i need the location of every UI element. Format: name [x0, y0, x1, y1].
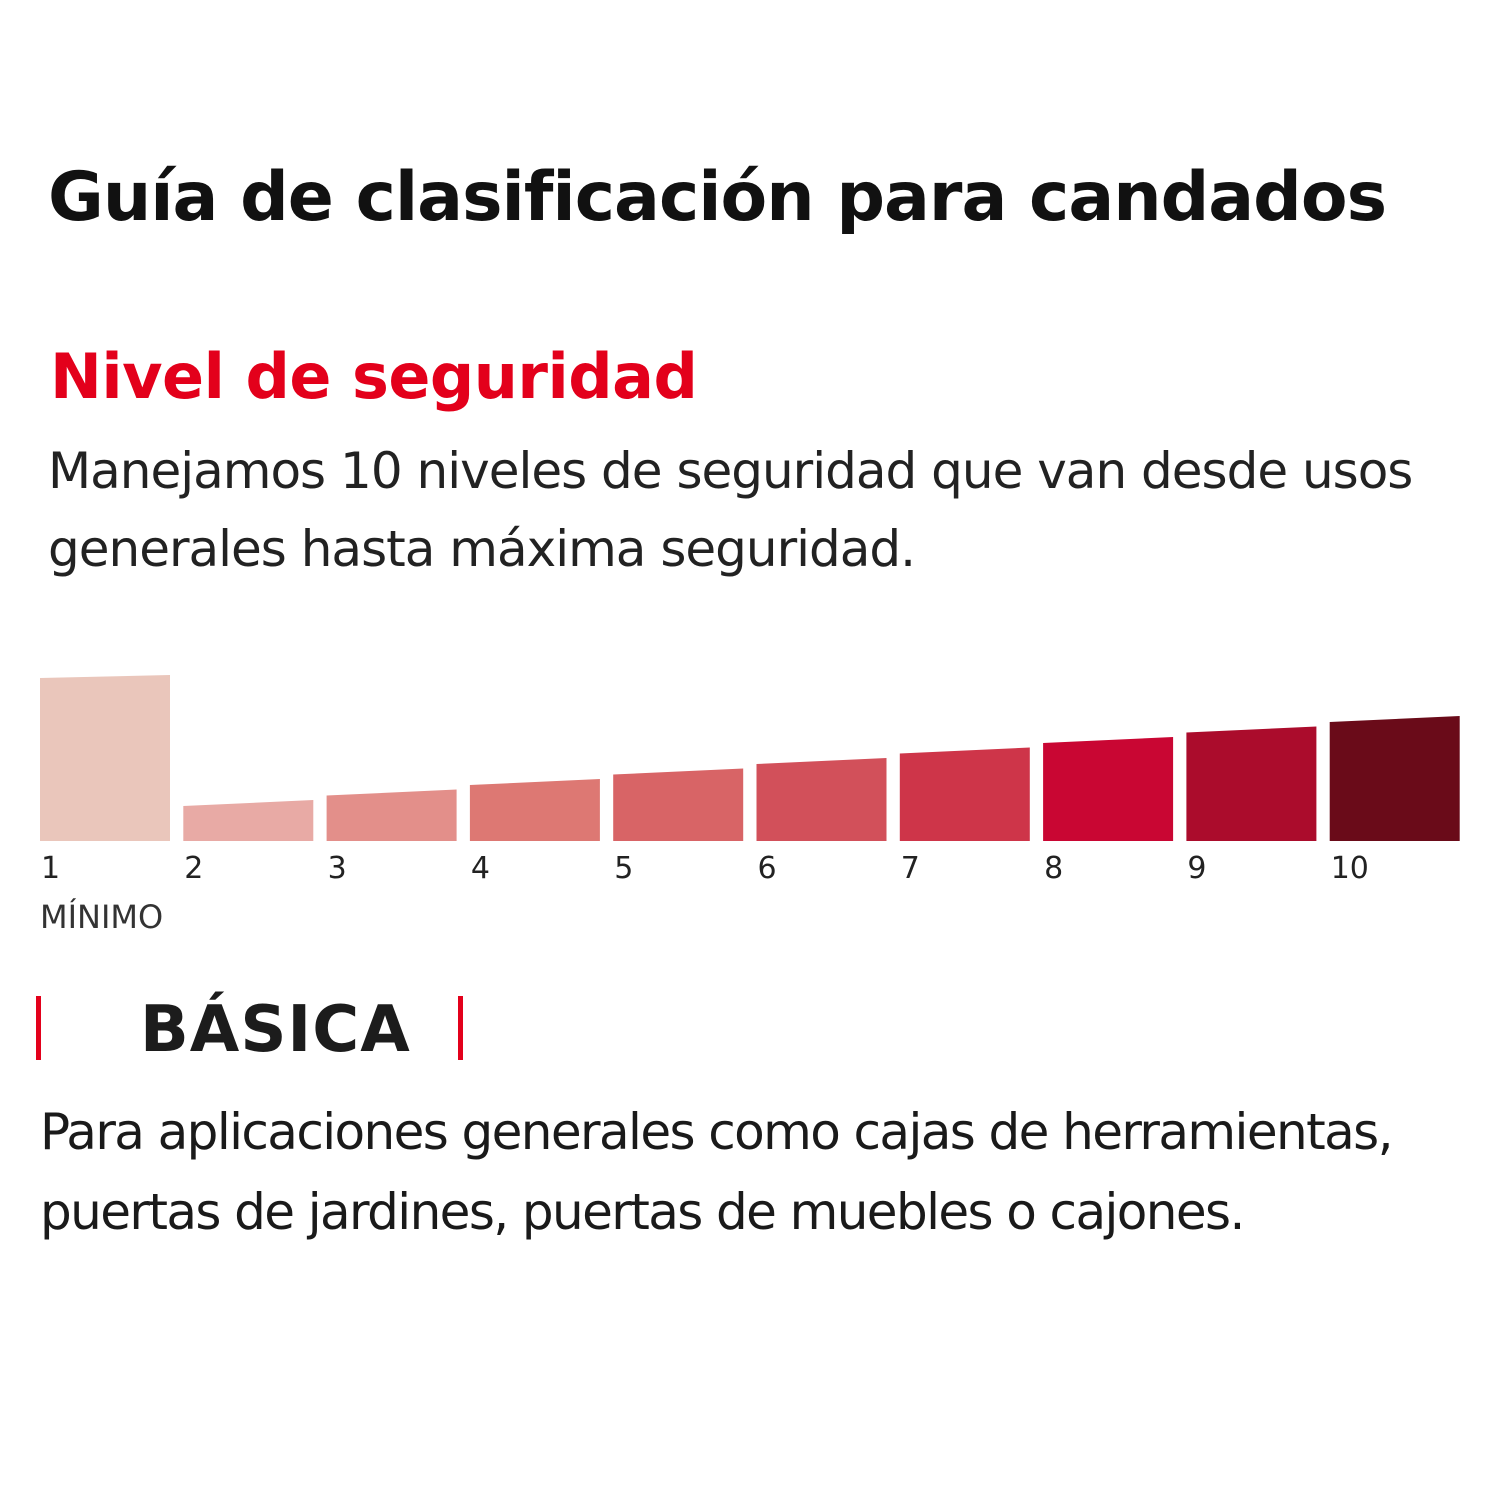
level-tick-1: 1 — [41, 851, 60, 886]
level-tick-8: 8 — [1044, 851, 1063, 886]
minimum-label: MÍNIMO — [40, 898, 163, 936]
section-heading: Nivel de seguridad — [50, 340, 698, 413]
level-bar-7 — [899, 747, 1030, 841]
level-bar-4 — [469, 779, 600, 841]
level-tick-5: 5 — [614, 851, 633, 886]
security-level-chart: 1 2 3 4 5 6 7 8 9 10 MÍNIMO — [0, 640, 1500, 960]
level-bar-3 — [326, 789, 457, 841]
security-level-svg: 1 2 3 4 5 6 7 8 9 10 MÍNIMO — [40, 675, 1460, 936]
tier-tag: BÁSICA — [36, 992, 468, 1068]
level-bar-5 — [613, 768, 744, 841]
level-tick-10: 10 — [1331, 851, 1369, 886]
level-tick-9: 9 — [1187, 851, 1206, 886]
page-title: Guía de clasificación para candados — [48, 158, 1387, 237]
tier-marker-right — [458, 996, 463, 1060]
level-tick-3: 3 — [328, 851, 347, 886]
level-bar-10 — [1329, 716, 1460, 841]
level-tick-6: 6 — [758, 851, 777, 886]
level-bar-8 — [1043, 737, 1174, 841]
tier-marker-left — [36, 996, 41, 1060]
tier-description: Para aplicaciones generales como cajas d… — [40, 1103, 1393, 1241]
level-bar-1 — [40, 675, 170, 841]
level-tick-2: 2 — [184, 851, 203, 886]
level-bar-6 — [756, 758, 887, 841]
level-bar-2 — [183, 800, 314, 841]
level-tick-4: 4 — [471, 851, 490, 886]
level-tick-7: 7 — [901, 851, 920, 886]
intro-text: Manejamos 10 niveles de seguridad que va… — [48, 442, 1413, 578]
level-bar-9 — [1186, 726, 1317, 841]
tier-name: BÁSICA — [140, 993, 411, 1067]
